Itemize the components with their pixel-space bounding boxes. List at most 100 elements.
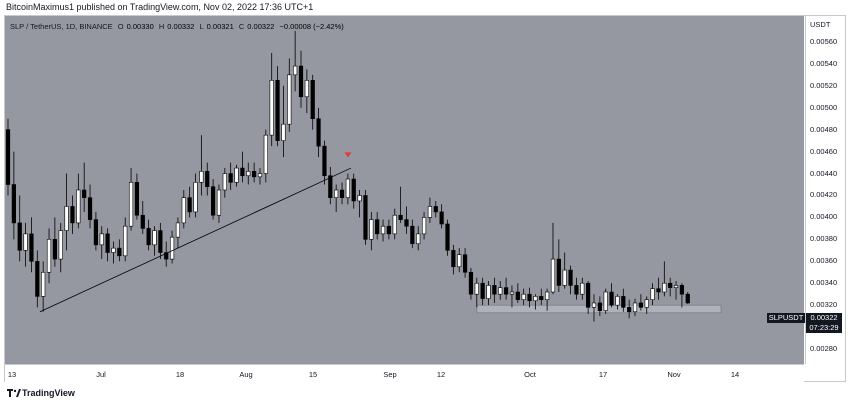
candle-down (468, 271, 474, 295)
candle-down (375, 219, 380, 235)
candle-up (193, 182, 198, 213)
legend-low-value: 0.00321 (206, 22, 234, 31)
last-price-badge: 0.00322 07:23:29 (806, 313, 842, 333)
price-tick-label: 0.00560 (810, 36, 838, 46)
candle-down (11, 184, 16, 224)
down-triangle-marker (344, 152, 352, 158)
candle-up (357, 195, 362, 202)
footer: TradingView (0, 383, 850, 403)
legend-high-value: 0.00332 (167, 22, 195, 31)
price-tick-label: 0.00480 (810, 124, 838, 134)
publish-info: BitcoinMaximus1 published on TradingView… (6, 2, 314, 12)
legend-change: −0.00008 (−2.42%) (279, 22, 344, 31)
time-tick-label: 15 (308, 370, 318, 379)
time-scale[interactable]: 13 Jul 18 Aug 15 Sep 12 Oct 17 Nov 14 (5, 364, 804, 382)
candle-down (322, 145, 327, 177)
last-price-symbol-label: SLPUSDT (767, 313, 805, 323)
candle-down (621, 296, 626, 308)
top-bar: BitcoinMaximus1 published on TradingView… (0, 0, 850, 15)
candle-up (152, 230, 157, 246)
candle-down (93, 219, 98, 246)
tradingview-logo-icon[interactable] (7, 388, 21, 398)
bar-countdown: 07:23:29 (809, 323, 839, 332)
footer-brand[interactable]: TradingView (22, 388, 75, 398)
candle-up (41, 271, 46, 297)
candle-up (169, 236, 175, 260)
price-scale[interactable]: USDT 0.00560 0.00540 0.00520 0.00500 0.00480… (805, 16, 845, 364)
candle-down (679, 285, 684, 295)
candle-up (58, 230, 63, 260)
candle-up (199, 171, 204, 183)
candle-up (498, 287, 503, 295)
candle-down (240, 167, 245, 177)
candle-down (597, 302, 602, 311)
candle-down (140, 214, 145, 229)
candle-up (474, 282, 479, 295)
candle-down (638, 302, 643, 308)
candle-down (539, 296, 544, 300)
candle-up (76, 189, 81, 224)
candle-down (627, 307, 632, 313)
candle-down (410, 225, 415, 245)
candle-down (205, 171, 210, 188)
legend-high-label: H (158, 22, 165, 31)
candle-down (527, 293, 532, 302)
candle-up (175, 222, 181, 238)
candle-down (82, 189, 87, 198)
candle-down (310, 80, 315, 120)
candle-down (187, 197, 192, 213)
candle-up (181, 197, 186, 224)
candle-up (416, 233, 421, 245)
candle-down (52, 239, 57, 260)
time-tick-label: Jul (96, 370, 106, 379)
price-tick-label: 0.00500 (810, 102, 838, 112)
candle-down (556, 258, 561, 286)
candle-up (486, 285, 491, 299)
candle-down (164, 252, 169, 260)
price-tick-label: 0.00340 (810, 278, 838, 288)
candle-up (650, 288, 655, 300)
candle-down (609, 291, 614, 306)
price-tick-label: 0.00460 (810, 146, 838, 156)
candle-down (29, 233, 34, 262)
time-tick-label: Sep (383, 370, 397, 379)
candle-down (586, 282, 591, 308)
candle-down (462, 254, 468, 273)
candle-up (293, 65, 298, 76)
last-price-value: 0.00322 (810, 313, 838, 322)
legend-open-label: O (117, 22, 124, 31)
candle-up (304, 80, 309, 98)
candle-down (146, 228, 151, 246)
candle-up (509, 291, 515, 295)
candle-down (480, 282, 485, 299)
candle-down (158, 230, 163, 253)
candle-up (99, 233, 104, 246)
candle-down (5, 129, 11, 185)
candle-up (246, 171, 251, 177)
chart-plot-area[interactable] (5, 16, 804, 364)
candle-up (562, 269, 567, 286)
candle-down (398, 214, 403, 220)
candle-up (287, 74, 292, 125)
candle-down (328, 175, 333, 198)
candle-up (123, 225, 128, 257)
candle-up (380, 225, 386, 235)
candle-down (503, 287, 509, 295)
candle-up (222, 173, 227, 191)
time-tick-label: Aug (239, 370, 253, 379)
candle-up (234, 167, 239, 183)
candle-up (591, 302, 597, 308)
candle-down (17, 222, 22, 251)
price-tick-label: 0.00380 (810, 234, 838, 244)
candle-down (433, 206, 438, 213)
candle-down (404, 219, 409, 227)
candle-down (298, 65, 304, 98)
candle-up (216, 189, 222, 216)
candle-down (228, 173, 233, 183)
candle-up (644, 299, 649, 308)
time-tick-label: 14 (730, 370, 740, 379)
candle-up (23, 233, 28, 251)
candle-up (369, 219, 374, 240)
candle-up (46, 239, 52, 273)
candle-down (316, 118, 321, 147)
